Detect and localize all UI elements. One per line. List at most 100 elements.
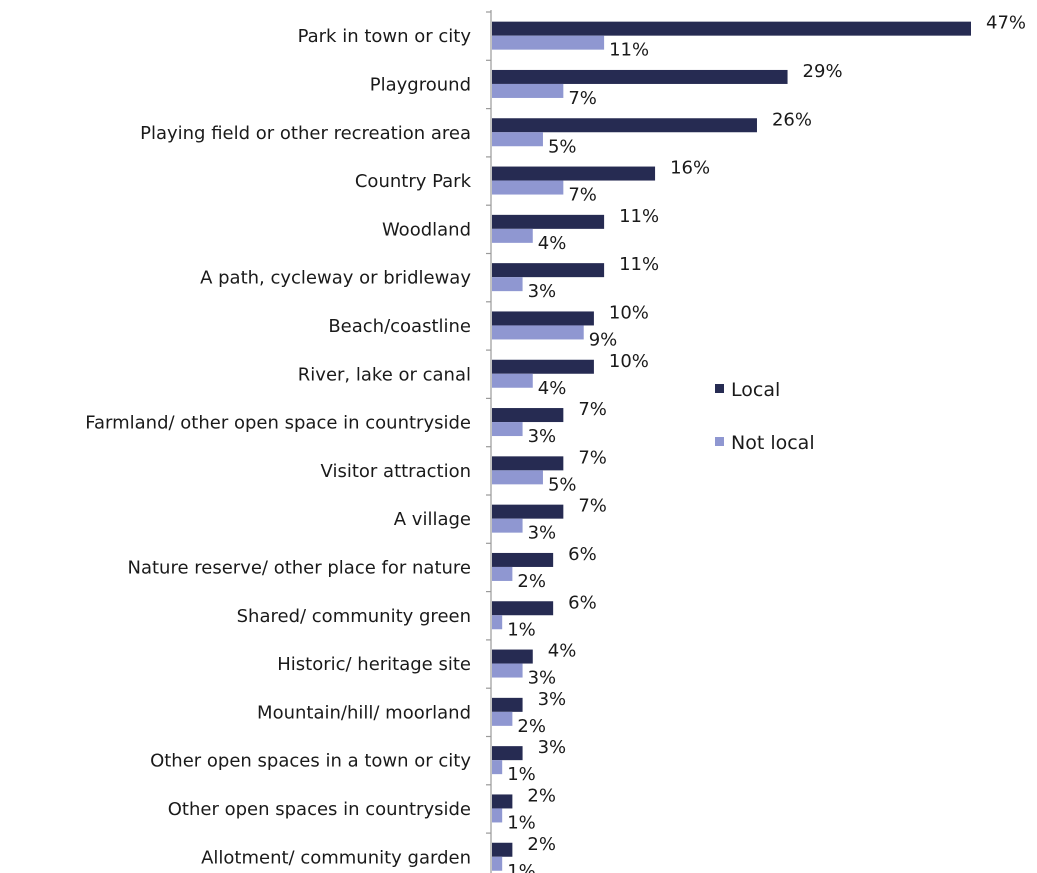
- data-label: 11%: [619, 206, 659, 227]
- data-label: 5%: [548, 136, 577, 157]
- data-label: 7%: [578, 447, 607, 468]
- data-label: 2%: [527, 785, 556, 806]
- bar-not-local: [492, 325, 584, 340]
- bar-not-local: [492, 373, 533, 388]
- bar-not-local: [492, 180, 564, 195]
- data-label: 4%: [538, 233, 567, 254]
- bar-local: [492, 649, 533, 664]
- data-label: 3%: [528, 523, 557, 544]
- category-axis: [486, 10, 492, 873]
- data-label: 2%: [527, 834, 556, 855]
- data-label: 1%: [507, 619, 536, 640]
- value-labels: 47%11%29%7%26%5%16%7%11%4%11%3%10%9%10%4…: [507, 13, 1026, 873]
- data-label: 11%: [619, 254, 659, 275]
- data-label: 4%: [538, 378, 567, 399]
- data-label: 9%: [589, 329, 618, 350]
- data-label: 6%: [568, 544, 597, 565]
- category-label: Visitor attraction: [321, 461, 471, 482]
- bar-local: [492, 794, 513, 809]
- bar-not-local: [492, 422, 523, 437]
- bar-not-local: [492, 470, 543, 485]
- legend: Local Not local: [715, 379, 815, 454]
- data-label: 3%: [538, 737, 567, 758]
- category-label: A path, cycleway or bridleway: [200, 268, 471, 289]
- data-label: 7%: [578, 496, 607, 517]
- bar-local: [492, 311, 594, 326]
- category-label: River, lake or canal: [298, 364, 471, 385]
- category-label: Allotment/ community garden: [201, 847, 471, 868]
- bar-local: [492, 456, 564, 471]
- data-label: 5%: [548, 474, 577, 495]
- bar-not-local: [492, 663, 523, 678]
- bar-not-local: [492, 83, 564, 98]
- data-label: 7%: [578, 399, 607, 420]
- data-label: 3%: [538, 689, 567, 710]
- data-label: 2%: [517, 716, 546, 737]
- data-label: 1%: [507, 861, 536, 873]
- category-label: A village: [394, 509, 471, 530]
- data-label: 11%: [609, 40, 649, 61]
- bar-local: [492, 408, 564, 423]
- data-label: 1%: [507, 764, 536, 785]
- bar-not-local: [492, 711, 513, 726]
- bar-local: [492, 552, 554, 567]
- category-label: Shared/ community green: [237, 606, 471, 627]
- category-label: Farmland/ other open space in countrysid…: [85, 413, 471, 434]
- bar-not-local: [492, 132, 543, 147]
- bar-not-local: [492, 808, 503, 823]
- bar-local: [492, 601, 554, 616]
- bar-not-local: [492, 277, 523, 292]
- bar-local: [492, 69, 788, 84]
- category-label: Park in town or city: [298, 26, 472, 47]
- legend-swatch-local: [715, 384, 724, 393]
- legend-label-not-local: Not local: [731, 432, 815, 454]
- category-label: Other open spaces in countryside: [168, 799, 471, 820]
- data-label: 7%: [568, 88, 597, 109]
- category-label: Playing field or other recreation area: [140, 123, 471, 144]
- category-label: Beach/coastline: [328, 316, 471, 337]
- bar-not-local: [492, 228, 533, 243]
- category-labels: Park in town or city Playground Playing fi…: [85, 26, 471, 868]
- data-label: 10%: [609, 351, 649, 372]
- bar-local: [492, 21, 971, 36]
- bar-not-local: [492, 760, 503, 775]
- data-label: 47%: [986, 13, 1026, 34]
- data-label: 4%: [548, 641, 577, 662]
- data-label: 3%: [528, 426, 557, 447]
- bar-local: [492, 214, 605, 229]
- data-label: 6%: [568, 592, 597, 613]
- bar-not-local: [492, 35, 605, 50]
- bars: [492, 21, 971, 871]
- category-label: Other open spaces in a town or city: [150, 751, 471, 772]
- legend-label-local: Local: [731, 379, 780, 401]
- category-label: Historic/ heritage site: [277, 654, 471, 675]
- bar-not-local: [492, 566, 513, 581]
- bar-not-local: [492, 856, 503, 871]
- data-label: 16%: [670, 158, 710, 179]
- bar-local: [492, 697, 523, 712]
- data-label: 10%: [609, 302, 649, 323]
- category-label: Playground: [370, 74, 471, 95]
- data-label: 26%: [772, 109, 812, 130]
- bar-not-local: [492, 615, 503, 630]
- bar-local: [492, 746, 523, 761]
- bar-not-local: [492, 518, 523, 533]
- category-label: Country Park: [355, 171, 472, 192]
- data-label: 29%: [803, 61, 843, 82]
- bar-local: [492, 504, 564, 519]
- bar-local: [492, 359, 594, 374]
- data-label: 2%: [517, 571, 546, 592]
- data-label: 3%: [528, 668, 557, 689]
- bar-local: [492, 263, 605, 278]
- bar-local: [492, 842, 513, 857]
- bar-local: [492, 118, 757, 133]
- category-label: Woodland: [382, 219, 471, 240]
- legend-swatch-not-local: [715, 437, 724, 446]
- data-label: 1%: [507, 812, 536, 833]
- category-label: Nature reserve/ other place for nature: [128, 557, 472, 578]
- data-label: 7%: [568, 185, 597, 206]
- category-label: Mountain/hill/ moorland: [257, 702, 471, 723]
- bar-local: [492, 166, 656, 181]
- data-label: 3%: [528, 281, 557, 302]
